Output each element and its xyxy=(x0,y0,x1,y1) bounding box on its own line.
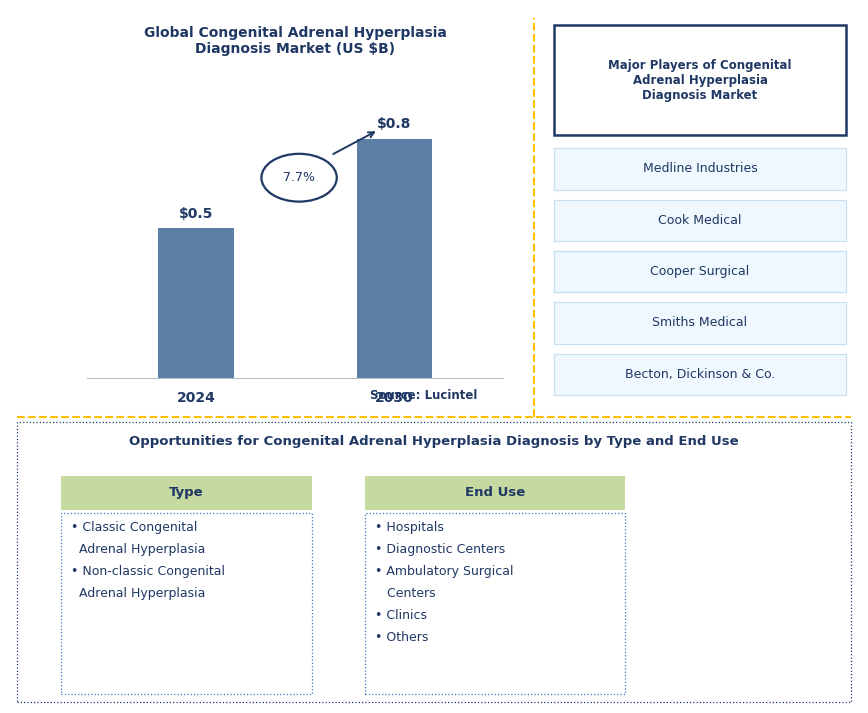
Text: Becton, Dickinson & Co.: Becton, Dickinson & Co. xyxy=(625,368,775,381)
Text: $0.5: $0.5 xyxy=(179,207,214,221)
Text: Medline Industries: Medline Industries xyxy=(642,163,758,175)
Text: Opportunities for Congenital Adrenal Hyperplasia Diagnosis by Type and End Use: Opportunities for Congenital Adrenal Hyp… xyxy=(129,435,739,448)
Text: Source: Lucintel: Source: Lucintel xyxy=(370,389,477,401)
Text: • Hospitals
• Diagnostic Centers
• Ambulatory Surgical
   Centers
• Clinics
• Ot: • Hospitals • Diagnostic Centers • Ambul… xyxy=(375,521,514,645)
Bar xyxy=(357,139,432,378)
Bar xyxy=(158,228,233,378)
Title: Global Congenital Adrenal Hyperplasia
Diagnosis Market (US $B): Global Congenital Adrenal Hyperplasia Di… xyxy=(144,26,446,56)
Text: • Classic Congenital
  Adrenal Hyperplasia
• Non-classic Congenital
  Adrenal Hy: • Classic Congenital Adrenal Hyperplasia… xyxy=(71,521,225,600)
Text: 7.7%: 7.7% xyxy=(283,171,315,184)
Text: Type: Type xyxy=(169,486,204,499)
Text: Smiths Medical: Smiths Medical xyxy=(653,317,747,329)
Text: Major Players of Congenital
Adrenal Hyperplasia
Diagnosis Market: Major Players of Congenital Adrenal Hype… xyxy=(608,58,792,102)
Text: $0.8: $0.8 xyxy=(377,118,411,131)
Text: Cooper Surgical: Cooper Surgical xyxy=(650,265,750,278)
Text: End Use: End Use xyxy=(464,486,525,499)
Text: Cook Medical: Cook Medical xyxy=(658,214,742,227)
